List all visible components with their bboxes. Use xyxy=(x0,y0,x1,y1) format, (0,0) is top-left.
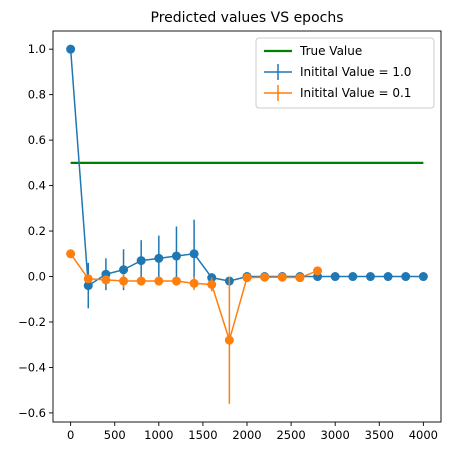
data-point xyxy=(277,272,287,282)
data-point xyxy=(313,266,323,276)
x-tick-label: 0 xyxy=(67,428,74,442)
data-point xyxy=(242,273,252,283)
axes: 0 500 1000 1500 2000 2500 3000 3500 4000 −0.6 −0.4… xyxy=(18,30,442,442)
x-tick-label: 1000 xyxy=(144,428,173,442)
data-point xyxy=(189,249,199,259)
data-point xyxy=(154,253,164,263)
data-point xyxy=(136,276,146,286)
y-tick-label: 1.0 xyxy=(28,42,46,56)
legend-entry: Initital Value = 1.0 xyxy=(264,64,411,80)
data-point xyxy=(418,272,428,282)
y-tick-label: −0.4 xyxy=(18,360,46,374)
plot-area xyxy=(66,44,428,404)
y-tick-label: 0.6 xyxy=(28,133,46,147)
x-tick-label: 2000 xyxy=(232,428,261,442)
y-tick-label: 0.4 xyxy=(28,179,46,193)
data-point xyxy=(330,272,340,282)
x-tick-label: 3000 xyxy=(321,428,350,442)
data-point xyxy=(83,274,93,284)
y-tick-label: 0.0 xyxy=(28,270,46,284)
data-point xyxy=(260,272,270,282)
legend-label: True Value xyxy=(299,44,362,58)
legend-entry: Initital Value = 0.1 xyxy=(264,85,411,101)
y-tick-label: 0.8 xyxy=(28,88,46,102)
data-point xyxy=(189,278,199,288)
x-tick-label: 4000 xyxy=(409,428,438,442)
data-point xyxy=(365,272,375,282)
data-point xyxy=(154,276,164,286)
data-point xyxy=(401,272,411,282)
y-tick-label: −0.2 xyxy=(18,315,46,329)
legend-label: Initital Value = 0.1 xyxy=(300,86,411,100)
legend-label: Initital Value = 1.0 xyxy=(300,65,411,79)
data-point xyxy=(101,275,111,285)
data-point xyxy=(171,251,181,261)
legend-box xyxy=(255,37,435,109)
data-point xyxy=(348,272,358,282)
chart-title: Predicted values VS epochs xyxy=(151,10,344,26)
legend: True Value Initital Value = 1.0 Initital V… xyxy=(255,37,435,109)
legend-entry: True Value xyxy=(264,44,362,58)
data-point xyxy=(295,273,305,283)
data-point xyxy=(119,276,129,286)
data-point xyxy=(224,335,234,345)
x-tick-label: 2500 xyxy=(276,428,305,442)
data-point xyxy=(66,44,76,54)
series-1 xyxy=(66,44,428,309)
x-tick-label: 1500 xyxy=(188,428,217,442)
data-point xyxy=(83,281,93,291)
data-point xyxy=(383,272,393,282)
data-point xyxy=(119,265,129,275)
data-point xyxy=(136,256,146,266)
data-point xyxy=(66,249,76,259)
series-2 xyxy=(66,249,323,404)
x-tick-label: 500 xyxy=(104,428,126,442)
y-tick-label: −0.6 xyxy=(18,406,46,420)
data-point xyxy=(171,276,181,286)
x-tick-label: 3500 xyxy=(365,428,394,442)
data-point xyxy=(207,279,217,289)
y-tick-label: 0.2 xyxy=(28,224,46,238)
